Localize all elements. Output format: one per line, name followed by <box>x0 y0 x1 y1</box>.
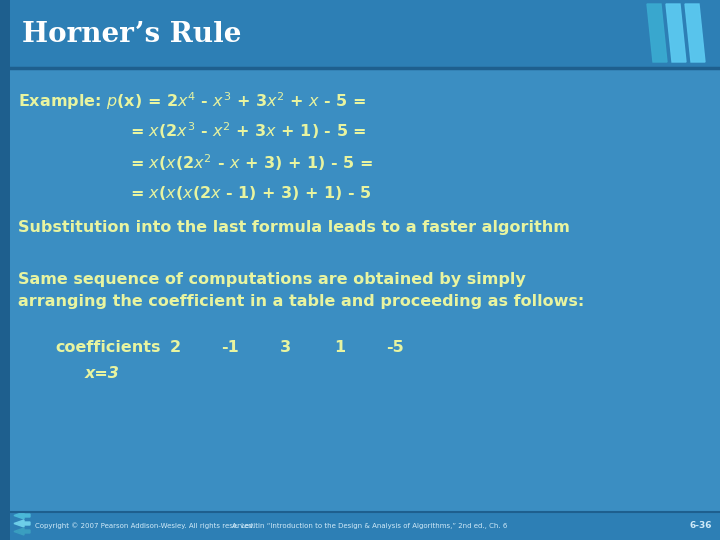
Text: 3: 3 <box>279 340 291 355</box>
Text: = $\mathit{x}$($\mathit{x}$(2$\mathit{x}^2$ - $\mathit{x}$ + 3) + 1) - 5 =: = $\mathit{x}$($\mathit{x}$(2$\mathit{x}… <box>130 152 373 173</box>
Text: -5: -5 <box>386 340 404 355</box>
Text: 1: 1 <box>334 340 346 355</box>
Polygon shape <box>14 520 30 527</box>
Polygon shape <box>14 512 30 519</box>
Text: coefficients: coefficients <box>55 340 161 355</box>
Bar <box>0 512 10 540</box>
Text: Substitution into the last formula leads to a faster algorithm: Substitution into the last formula leads… <box>18 220 570 235</box>
Bar <box>0 0 10 68</box>
Polygon shape <box>666 4 686 62</box>
Text: = $\mathit{x}$(2$\mathit{x}^3$ - $\mathit{x}^2$ + 3$\mathit{x}$ + 1) - 5 =: = $\mathit{x}$(2$\mathit{x}^3$ - $\mathi… <box>130 120 366 141</box>
Text: 6-36: 6-36 <box>690 522 712 530</box>
Text: Horner’s Rule: Horner’s Rule <box>22 21 241 48</box>
Text: x=3: x=3 <box>85 366 120 381</box>
Text: Same sequence of computations are obtained by simply: Same sequence of computations are obtain… <box>18 272 526 287</box>
Bar <box>0 68 10 512</box>
Text: 2: 2 <box>169 340 181 355</box>
Bar <box>0 512 720 540</box>
Text: A. Levitin “Introduction to the Design & Analysis of Algorithms,” 2nd ed., Ch. 6: A. Levitin “Introduction to the Design &… <box>233 523 508 529</box>
Polygon shape <box>685 4 705 62</box>
Polygon shape <box>14 528 30 535</box>
Bar <box>0 0 720 68</box>
Text: Copyright © 2007 Pearson Addison-Wesley. All rights reserved.: Copyright © 2007 Pearson Addison-Wesley.… <box>35 523 255 529</box>
Text: -1: -1 <box>221 340 239 355</box>
Text: arranging the coefficient in a table and proceeding as follows:: arranging the coefficient in a table and… <box>18 294 584 309</box>
Text: = $\mathit{x}$($\mathit{x}$($\mathit{x}$(2$\mathit{x}$ - 1) + 3) + 1) - 5: = $\mathit{x}$($\mathit{x}$($\mathit{x}$… <box>130 184 372 202</box>
Polygon shape <box>647 4 667 62</box>
Text: Example: $\mathbf{\mathit{p}}$(x) = 2$\mathit{x}^4$ - $\mathit{x}^3$ + 3$\mathit: Example: $\mathbf{\mathit{p}}$(x) = 2$\m… <box>18 90 366 112</box>
